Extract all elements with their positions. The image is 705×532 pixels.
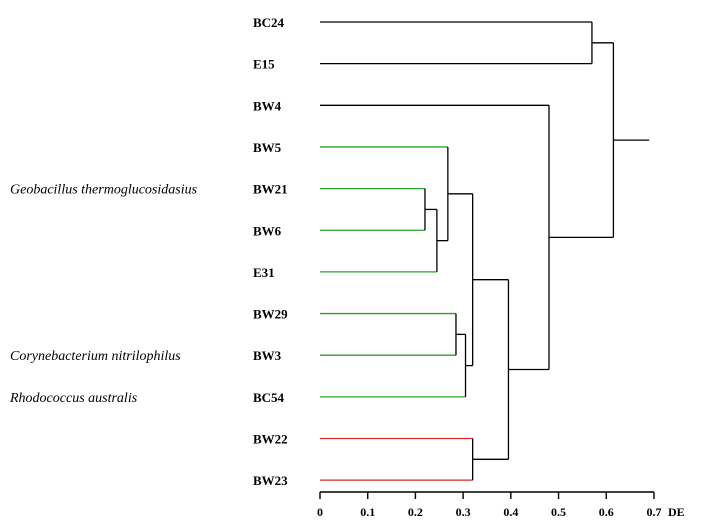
axis-tick-label-4: 0.4 [503,505,518,519]
leaf-label-bw22: BW22 [253,432,288,447]
axis-tick-label-3: 0.3 [456,505,471,519]
species-annotation-3: Rhodococcus australis [9,391,138,406]
leaf-label-bw23: BW23 [253,473,288,488]
leaf-label-bc24: BC24 [253,15,285,30]
species-annotation-2: Corynebacterium nitrilophilus [10,349,181,364]
distance-axis: 0 0.1 0.2 0.3 0.4 0.5 0.6 0.7 DE [317,491,685,519]
leaf-label-bw6: BW6 [253,223,282,238]
leaf-label-e31: E31 [253,265,275,280]
axis-tick-label-0: 0 [317,505,323,519]
leaf-label-bw4: BW4 [253,98,282,113]
axis-tick-label-5: 0.5 [551,505,566,519]
axis-tick-label-6: 0.6 [599,505,614,519]
leaf-label-bw3: BW3 [253,348,282,363]
leaf-label-e15: E15 [253,57,275,72]
leaf-label-bc54: BC54 [253,390,285,405]
branches-group [320,21,650,481]
leaf-label-bw29: BW29 [253,307,288,322]
species-annotation-1: Geobacillus thermoglucosidasius [10,183,198,198]
annotations-group: Geobacillus thermoglucosidasius Corynebac… [9,183,198,406]
leaf-label-bw5: BW5 [253,140,282,155]
axis-unit-label: DE [668,505,685,519]
leaf-label-bw21: BW21 [253,182,288,197]
leaf-labels-group: BC24 E15 BW4 BW5 BW21 BW6 E31 BW29 BW3 BC54 BW22 BW… [253,15,288,488]
axis-tick-label-2: 0.2 [408,505,423,519]
axis-tick-label-1: 0.1 [360,505,375,519]
axis-tick-label-7: 0.7 [646,505,661,519]
